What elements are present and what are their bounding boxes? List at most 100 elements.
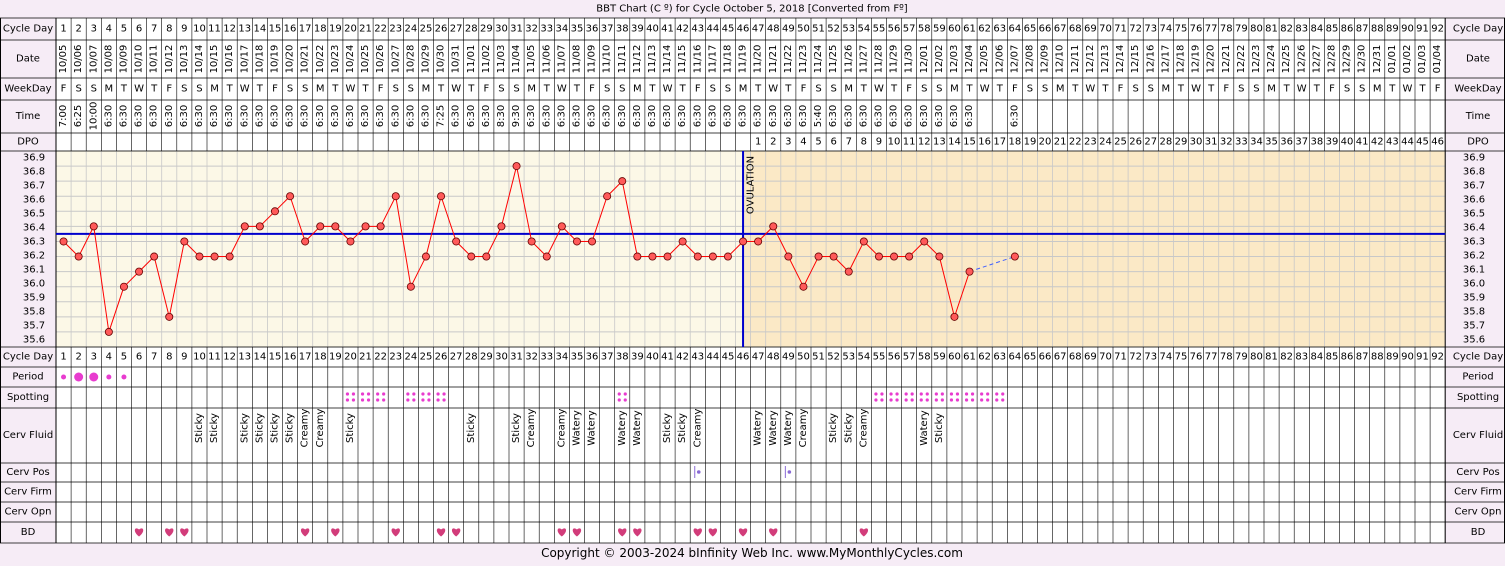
time-label: 6:30	[753, 105, 764, 127]
y-tick-label-right: 36.8	[1463, 167, 1485, 178]
weekday-label: T	[573, 84, 581, 95]
bd-heart-icon	[859, 528, 869, 537]
bd-heart-icon	[618, 528, 627, 537]
cycle-day-label: 41	[661, 352, 674, 363]
pre-ovulation-background	[56, 151, 744, 347]
spotting-marker	[895, 398, 899, 402]
time-label: 6:30	[949, 105, 960, 127]
temp-point	[89, 222, 98, 231]
time-label: 6:30	[647, 105, 658, 127]
cerv-pos-marker	[696, 470, 701, 474]
date-label: 11/21	[768, 45, 779, 74]
time-label: 6:30	[194, 105, 205, 127]
bd-heart-icon	[451, 528, 461, 537]
y-tick-label-right: 36.7	[1463, 181, 1485, 192]
cycle-day-label: 21	[359, 24, 372, 35]
weekday-label: T	[1101, 84, 1109, 95]
weekday-label: F	[695, 84, 701, 95]
spotting-marker	[406, 398, 410, 402]
temp-point	[874, 252, 883, 261]
temp-point	[391, 192, 400, 201]
y-tick-label-left: 35.6	[23, 335, 45, 346]
cycle-day-label: 40	[646, 24, 659, 35]
cerv-fluid-label: Sticky	[254, 413, 265, 443]
cycle-day-label: 63	[993, 352, 1006, 363]
date-label: 11/19	[738, 45, 749, 74]
spotting-marker	[904, 392, 908, 396]
time-label: 6:30	[556, 105, 567, 127]
spotting-marker	[366, 398, 371, 402]
weekday-label: S	[710, 84, 716, 95]
date-label: 11/08	[571, 45, 582, 74]
weekday-label: W	[1191, 84, 1201, 95]
date-label: 10/15	[209, 45, 220, 74]
y-tick-label-right: 36.5	[1463, 209, 1485, 220]
date-label: 10/07	[88, 45, 99, 74]
date-label: 10/10	[134, 45, 145, 74]
cycle-day-label: 68	[1069, 24, 1082, 35]
weekday-label: F	[61, 84, 67, 95]
dpo-label: 5	[815, 137, 821, 148]
dpo-label: 19	[1024, 137, 1037, 148]
spotting-marker	[1001, 398, 1005, 402]
time-label: 6:30	[285, 105, 296, 127]
spotting-marker	[955, 398, 960, 402]
cerv-fluid-label: Sticky	[662, 413, 673, 443]
date-label: 12/19	[1191, 45, 1202, 74]
temp-segment	[772, 226, 789, 257]
y-tick-label-right: 35.7	[1463, 321, 1485, 332]
cerv-fluid-label: Creamy	[798, 409, 809, 448]
spotting-marker	[970, 398, 975, 402]
cerv-fluid-label: Creamy	[692, 409, 703, 448]
temp-segment	[546, 226, 563, 257]
weekday-label: W	[1403, 84, 1413, 95]
cycle-day-label: 36	[586, 24, 599, 35]
cycle-day-label: 71	[1114, 352, 1127, 363]
cycle-day-label: 69	[1084, 352, 1097, 363]
weekday-label: S	[1238, 84, 1244, 95]
row-label-right: Cerv Firm	[1454, 487, 1502, 498]
cerv-fluid-label: Watery	[919, 410, 930, 446]
cycle-day-label: 2	[75, 24, 81, 35]
weekday-label: M	[844, 84, 853, 95]
cycle-day-label: 19	[329, 24, 342, 35]
dpo-label: 4	[800, 137, 806, 148]
cycle-day-label: 72	[1129, 352, 1142, 363]
weekday-label: T	[1313, 84, 1321, 95]
y-tick-label-left: 36.7	[23, 181, 45, 192]
temp-point	[270, 207, 279, 216]
weekday-label: S	[1042, 84, 1048, 95]
time-label: 7:00	[58, 105, 69, 127]
date-label: 12/15	[1130, 45, 1141, 74]
dpo-label: 42	[1371, 137, 1384, 148]
dpo-label: 36	[1280, 137, 1293, 148]
time-label: 6:30	[360, 105, 371, 127]
cycle-day-label: 26	[435, 352, 448, 363]
weekday-label: W	[768, 84, 778, 95]
spotting-marker	[949, 392, 954, 396]
cycle-day-label: 31	[510, 24, 523, 35]
weekday-label: S	[498, 84, 504, 95]
cycle-day-label: 27	[450, 24, 463, 35]
spotting-marker	[427, 392, 431, 396]
weekday-label: T	[226, 84, 234, 95]
dpo-label: 17	[993, 137, 1006, 148]
dpo-label: 12	[918, 137, 931, 148]
cycle-day-label: 88	[1371, 24, 1384, 35]
time-label: 6:30	[783, 105, 794, 127]
cycle-day-label: 84	[1310, 24, 1323, 35]
spotting-marker	[995, 398, 999, 402]
temp-segment	[938, 256, 955, 317]
spotting-marker	[874, 392, 878, 396]
cycle-day-label: 42	[676, 352, 689, 363]
cycle-day-label: 26	[435, 24, 448, 35]
date-label: 11/03	[496, 45, 507, 74]
cycle-day-label: 11	[208, 352, 221, 363]
cycle-day-label: 16	[284, 24, 297, 35]
temp-segment	[289, 196, 306, 242]
cycle-day-label: 42	[676, 24, 689, 35]
cycle-day-label: 21	[359, 352, 372, 363]
cycle-day-label: 4	[106, 352, 112, 363]
weekday-label: M	[1267, 84, 1276, 95]
dpo-label: 14	[948, 137, 961, 148]
